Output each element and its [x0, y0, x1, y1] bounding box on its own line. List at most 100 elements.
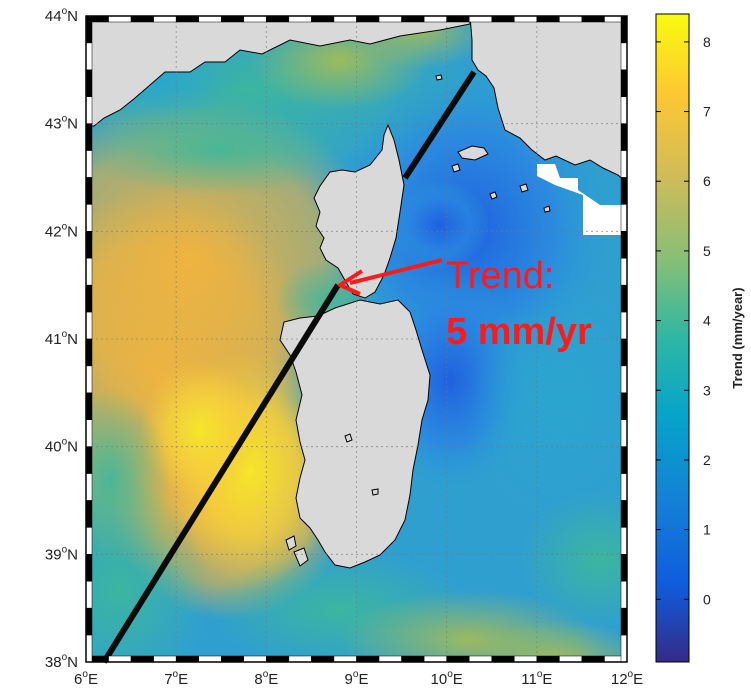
- lat-label: 41oN: [45, 329, 78, 348]
- frame-tick-right: [620, 204, 628, 232]
- frame-tick-top: [446, 15, 470, 23]
- frame-tick-left: [85, 69, 93, 98]
- frame-tick-right: [620, 554, 628, 582]
- lon-label-sup: o: [82, 669, 88, 680]
- lat-label-sup: o: [62, 437, 68, 448]
- land-italy: [469, 16, 627, 184]
- frame-tick-left: [85, 177, 93, 205]
- lon-label-sup: o: [353, 669, 359, 680]
- track-segment-north: [402, 70, 477, 180]
- lon-label-hemi: E: [542, 671, 552, 688]
- lat-label: 42oN: [45, 221, 78, 240]
- frame-tick-right: [620, 177, 628, 205]
- colorbar: 8 7 6 5 4 3 2 1 0 Trend (mm/year): [655, 13, 745, 663]
- frame-tick-right: [620, 258, 628, 286]
- lat-label-hemi: N: [67, 439, 78, 456]
- lon-label: 7oE: [164, 669, 188, 688]
- land-france: [86, 16, 471, 127]
- trend-annotation: Trend: 5 mm/yr: [338, 255, 592, 353]
- frame-tick-top: [491, 15, 515, 23]
- frame-tick-top: [221, 15, 245, 23]
- frame-tick-bottom: [581, 655, 605, 663]
- land-giglio: [519, 183, 529, 193]
- lat-label-deg: 39: [45, 546, 62, 563]
- lat-label: 39oN: [45, 544, 78, 563]
- lon-label-sup: o: [628, 669, 634, 680]
- frame-tick-left: [85, 150, 93, 178]
- frame-tick-bottom: [446, 655, 470, 663]
- frame-tick-right: [620, 311, 628, 340]
- frame-tick-bottom: [468, 655, 493, 663]
- frame-tick-bottom: [198, 655, 222, 663]
- frame-tick-right: [620, 581, 628, 609]
- frame-tick-right: [620, 284, 628, 313]
- lon-label: 6oE: [74, 669, 98, 688]
- lat-label-deg: 38: [45, 654, 62, 671]
- lon-label-deg: 8: [254, 671, 262, 688]
- lat-label-hemi: N: [67, 654, 78, 671]
- frame-tick-bottom: [130, 655, 154, 663]
- lat-label-sup: o: [62, 544, 68, 555]
- frame-tick-left: [85, 527, 93, 555]
- lon-label-hemi: E: [633, 671, 643, 688]
- frame-tick-right: [620, 69, 628, 98]
- frame-tick-bottom: [514, 655, 538, 663]
- frame-tick-right: [620, 446, 628, 474]
- lon-label-deg: 10: [431, 671, 448, 688]
- land-islet-1: [543, 205, 551, 213]
- frame-tick-right: [620, 392, 628, 421]
- colorbar-tick-label: 0: [703, 591, 711, 607]
- frame-tick-bottom: [175, 655, 199, 663]
- lon-label-deg: 12: [611, 671, 628, 688]
- frame-tick-top: [108, 15, 132, 23]
- frame-tick-right: [620, 634, 628, 663]
- frame-tick-bottom: [153, 655, 177, 663]
- frame-tick-bottom: [356, 655, 380, 663]
- frame-tick-bottom: [378, 655, 402, 663]
- frame-tick-left: [85, 204, 93, 232]
- lon-label-hemi: E: [88, 671, 98, 688]
- lat-label-sup: o: [62, 652, 68, 663]
- frame-tick-left: [85, 42, 93, 71]
- lat-label-hemi: N: [67, 223, 78, 240]
- frame-tick-top: [266, 15, 290, 23]
- frame-tick-top: [378, 15, 402, 23]
- annotation-arrow-shaft: [349, 258, 443, 285]
- lat-label-deg: 42: [45, 223, 62, 240]
- frame-tick-right: [620, 527, 628, 555]
- land-islet-2: [435, 74, 443, 81]
- lat-label-hemi: N: [67, 116, 78, 133]
- frame-tick-top: [288, 15, 312, 23]
- frame-tick-left: [85, 554, 93, 582]
- frame-tick-top: [130, 15, 154, 23]
- lat-label-deg: 41: [45, 331, 62, 348]
- lat-label-sup: o: [62, 329, 68, 340]
- lon-label-sup: o: [173, 669, 179, 680]
- frame-tick-right: [620, 500, 628, 528]
- frame-tick-left: [85, 446, 93, 474]
- frame-tick-bottom: [536, 655, 560, 663]
- annotation-line2: 5 mm/yr: [446, 311, 592, 353]
- frame-tick-top: [401, 15, 425, 23]
- frame-tick-left: [85, 581, 93, 609]
- gridlines: [86, 16, 627, 662]
- lat-label-hemi: N: [67, 546, 78, 563]
- frame-tick-top: [514, 15, 538, 23]
- frame-tick-bottom: [108, 655, 132, 663]
- colorbar-tick-label: 3: [703, 382, 711, 398]
- frame-tick-bottom: [491, 655, 515, 663]
- frame-tick-left: [85, 365, 93, 394]
- lat-label: 40oN: [45, 437, 78, 456]
- frame-tick-left: [85, 419, 93, 447]
- land-elba: [457, 145, 489, 161]
- frame-tick-top: [153, 15, 177, 23]
- colorbar-tick-label: 6: [703, 173, 711, 189]
- map-frame: [85, 15, 628, 663]
- lon-label-deg: 6: [74, 671, 82, 688]
- annotation-arrow-head: [338, 269, 364, 296]
- frame-tick-left: [85, 123, 93, 151]
- lon-label-deg: 7: [164, 671, 172, 688]
- lon-label-hemi: E: [268, 671, 278, 688]
- land-sant-antioco: [293, 547, 309, 567]
